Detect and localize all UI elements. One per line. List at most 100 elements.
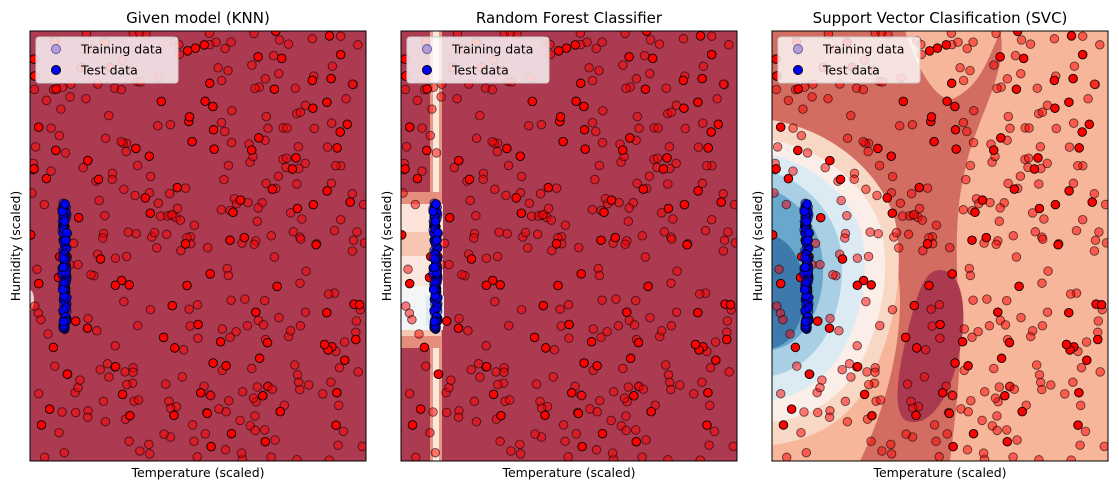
training-point (1035, 142, 1046, 152)
training-point (877, 446, 887, 456)
test-point (275, 406, 285, 417)
test-point (702, 420, 712, 430)
training-point (978, 448, 989, 458)
training-point (1077, 31, 1088, 41)
test-point (158, 332, 169, 343)
training-point (121, 146, 131, 157)
training-point (807, 92, 817, 102)
training-point (324, 455, 334, 461)
training-point (1012, 435, 1022, 445)
training-point (95, 364, 105, 375)
training-point (217, 324, 228, 334)
test-point (488, 389, 499, 400)
legend-marker-training (422, 44, 432, 54)
training-point (274, 312, 284, 323)
training-point (563, 452, 573, 461)
training-point (225, 332, 235, 343)
training-point (563, 300, 574, 310)
training-point (404, 388, 415, 399)
training-point (571, 429, 582, 439)
training-point (359, 238, 366, 248)
test-point (116, 275, 127, 286)
training-point (955, 63, 965, 73)
training-point (1065, 289, 1076, 299)
test-point (887, 208, 898, 218)
test-point (239, 232, 250, 243)
test-point (1017, 406, 1027, 417)
test-point (453, 323, 464, 333)
training-point (523, 121, 534, 131)
training-point (481, 341, 491, 351)
training-point (60, 148, 71, 158)
test-point (678, 75, 689, 86)
training-point (596, 332, 606, 343)
training-point (200, 429, 211, 439)
test-point (429, 317, 440, 327)
training-point (887, 171, 898, 182)
training-point (471, 133, 482, 144)
test-point (1074, 387, 1084, 398)
training-point (504, 395, 515, 405)
test-point (793, 84, 803, 94)
training-point (862, 367, 872, 377)
training-point (772, 188, 779, 198)
training-point (465, 195, 475, 206)
test-point (996, 133, 1006, 143)
training-point (295, 234, 306, 244)
training-point (54, 427, 64, 438)
training-point (893, 243, 904, 253)
test-point (206, 441, 216, 452)
training-point (873, 228, 883, 239)
training-point (1095, 367, 1105, 377)
test-point (429, 262, 439, 273)
training-point (788, 166, 798, 176)
test-point (622, 307, 632, 317)
training-point (159, 429, 169, 439)
training-point (192, 300, 203, 310)
training-point (990, 393, 1001, 403)
test-point (706, 127, 716, 137)
training-point (772, 142, 783, 152)
training-point (1069, 61, 1080, 71)
training-point (1037, 107, 1048, 118)
training-point (333, 400, 344, 411)
training-point (499, 367, 509, 377)
training-point (1094, 227, 1104, 237)
test-point (599, 207, 609, 218)
training-point (573, 242, 584, 253)
test-point (638, 184, 649, 194)
training-point (123, 227, 133, 237)
training-point (285, 326, 296, 336)
training-point (621, 411, 631, 421)
test-point (401, 164, 410, 174)
training-point (161, 229, 172, 240)
training-point (1003, 111, 1014, 122)
training-point (329, 225, 340, 236)
training-point (891, 227, 902, 238)
training-point (516, 304, 527, 315)
test-point (631, 436, 642, 447)
y-axis-label-random-forest: Humidity (scaled) (379, 191, 394, 302)
training-point (630, 295, 641, 306)
training-point (227, 105, 237, 116)
training-point (347, 189, 358, 199)
training-point (872, 190, 882, 201)
training-point (39, 452, 50, 461)
training-point (414, 329, 424, 339)
training-point (1027, 208, 1038, 218)
training-point (729, 199, 737, 210)
training-point (92, 326, 102, 336)
training-point (595, 395, 605, 406)
training-point (1009, 384, 1020, 394)
test-point (946, 78, 957, 89)
training-point (495, 436, 505, 447)
test-point (815, 212, 826, 223)
test-point (579, 125, 590, 135)
legend-marker-training (51, 44, 61, 54)
training-point (274, 68, 284, 79)
training-point (184, 304, 194, 314)
training-point (266, 452, 276, 461)
training-point (994, 216, 1005, 227)
training-point (558, 420, 569, 430)
test-point (319, 339, 330, 350)
